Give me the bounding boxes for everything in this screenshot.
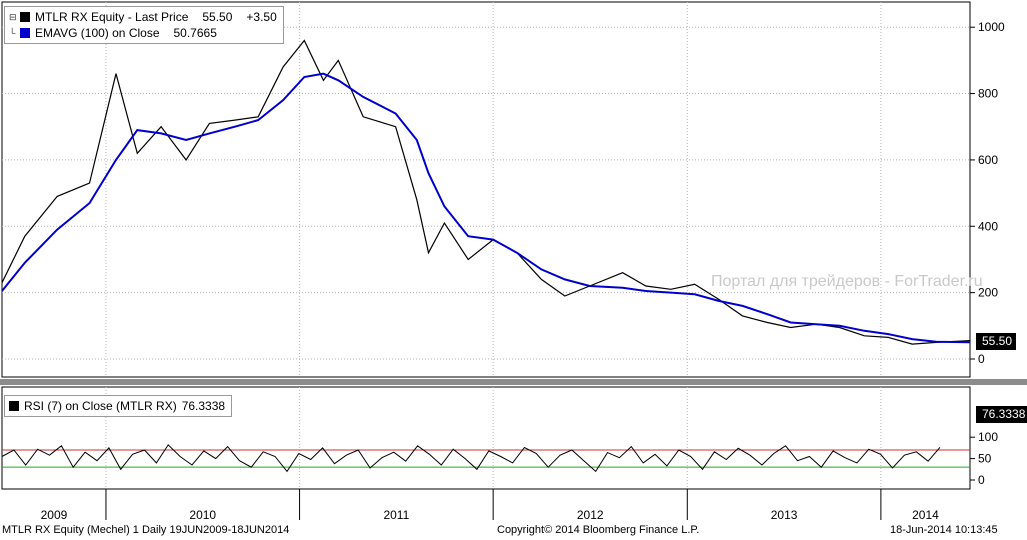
price-y-tick-label: 400 <box>978 219 998 233</box>
legend-item-rsi: RSI (7) on Close (MTLR RX) 76.3338 <box>9 398 225 414</box>
legend-label-emavg: EMAVG (100) on Close <box>35 26 160 40</box>
rsi-y-tick-label: 50 <box>978 452 992 466</box>
rsi-legend: RSI (7) on Close (MTLR RX) 76.3338 <box>4 395 233 417</box>
rsi-y-tick-label: 100 <box>978 430 998 444</box>
x-tick-label: 2011 <box>383 508 409 522</box>
price-y-tick-label: 0 <box>978 352 985 366</box>
footer-copyright: Copyright© 2014 Bloomberg Finance L.P. <box>497 524 700 536</box>
legend-label-last-price: MTLR RX Equity - Last Price <box>35 10 189 24</box>
x-tick-label: 2013 <box>771 508 798 522</box>
tree-collapse-icon[interactable]: ⊟ <box>9 12 17 22</box>
x-tick-label: 2010 <box>189 508 216 522</box>
rsi-panel-frame <box>1 386 971 490</box>
price-y-tick-label: 1000 <box>978 20 1005 34</box>
tree-branch-icon: └ <box>9 28 16 38</box>
legend-swatch-last-price <box>20 12 30 22</box>
watermark: Портал для трейдеров - ForTrader.ru <box>711 273 983 290</box>
x-tick-label: 2012 <box>577 508 604 522</box>
x-tick-label: 2014 <box>912 508 939 522</box>
price-last-value-tag: 55.50 <box>976 333 1017 350</box>
price-y-tick-label: 600 <box>978 153 998 167</box>
price-legend: ⊟ MTLR RX Equity - Last Price 55.50 +3.5… <box>4 6 284 44</box>
rsi-line <box>1 444 941 473</box>
legend-label-rsi: RSI (7) on Close (MTLR RX) <box>24 399 177 413</box>
legend-value-emavg: 50.7665 <box>173 26 217 40</box>
rsi-last-value-tag: 76.3338 <box>976 406 1027 423</box>
legend-item-emavg: └ EMAVG (100) on Close 50.7665 <box>9 25 277 41</box>
legend-item-last-price: ⊟ MTLR RX Equity - Last Price 55.50 +3.5… <box>9 9 277 25</box>
panel-separator <box>0 379 1027 385</box>
legend-value-rsi: 76.3338 <box>181 399 226 413</box>
emavg-line <box>1 72 971 344</box>
price-panel-frame <box>1 1 971 378</box>
rsi-y-tick-label: 0 <box>978 473 985 487</box>
last-price-line <box>1 39 971 345</box>
legend-change-last-price: +3.50 <box>246 10 277 24</box>
legend-swatch-rsi <box>9 401 19 411</box>
legend-value-last-price: 55.50 <box>202 10 233 24</box>
price-y-tick-label: 800 <box>978 87 998 101</box>
footer-ticker-info: MTLR RX Equity (Mechel) 1 Daily 19JUN200… <box>2 524 290 536</box>
price-y-tick-label: 200 <box>978 286 998 300</box>
legend-swatch-emavg <box>20 28 30 38</box>
footer-timestamp: 18-Jun-2014 10:13:45 <box>890 524 998 536</box>
x-tick-label: 2009 <box>41 508 68 522</box>
